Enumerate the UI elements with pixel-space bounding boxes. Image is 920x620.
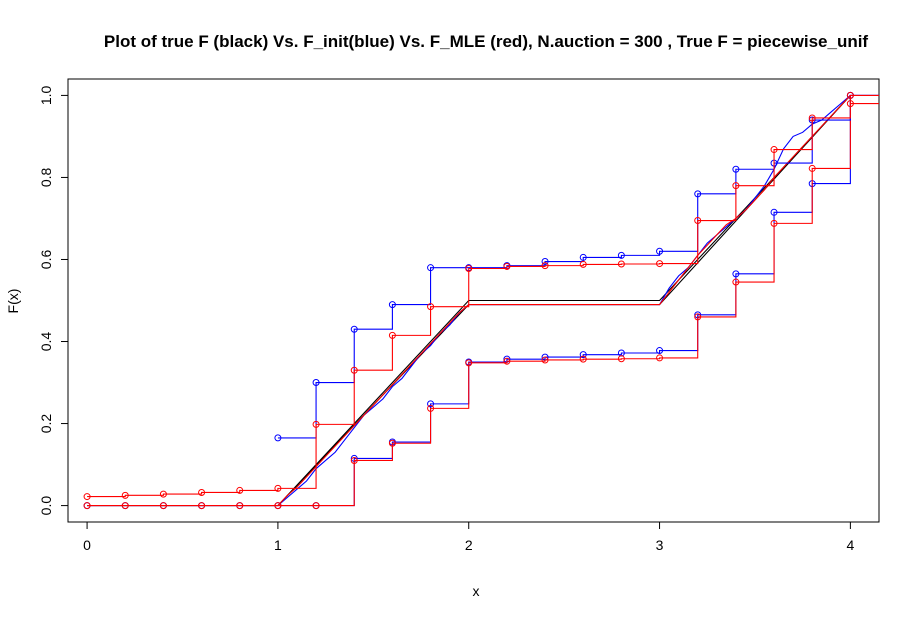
- data-point: [541, 262, 549, 270]
- x-tick-label: 4: [846, 537, 854, 553]
- data-point: [350, 325, 358, 333]
- data-point: [159, 490, 167, 498]
- data-point: [388, 301, 396, 309]
- x-tick-label: 0: [83, 537, 91, 553]
- y-axis: 0.0 0.2 0.4 0.6 0.8 1.0: [38, 85, 69, 516]
- data-point: [121, 491, 129, 499]
- data-point: [427, 404, 435, 412]
- data-point: [846, 91, 854, 99]
- data-point: [770, 219, 778, 227]
- y-tick-label: 0.8: [38, 168, 54, 188]
- data-point: [312, 379, 320, 387]
- data-point: [808, 164, 816, 172]
- data-point: [579, 260, 587, 268]
- data-point: [732, 270, 740, 278]
- series-mle-7: [83, 91, 879, 501]
- data-point: [312, 502, 320, 510]
- x-tick-label: 3: [656, 537, 664, 553]
- series-mle-5: [83, 100, 879, 510]
- data-point: [236, 502, 244, 510]
- series-mle-3: [277, 95, 851, 506]
- data-point: [656, 354, 664, 362]
- data-point: [83, 493, 91, 501]
- data-point: [159, 502, 167, 510]
- data-point: [388, 439, 396, 447]
- data-point: [83, 502, 91, 510]
- data-point: [694, 313, 702, 321]
- x-tick-label: 1: [274, 537, 282, 553]
- data-point: [388, 331, 396, 339]
- data-point: [198, 488, 206, 496]
- data-point: [274, 502, 282, 510]
- data-point: [579, 351, 587, 359]
- data-point: [541, 258, 549, 266]
- data-point: [427, 264, 435, 272]
- series-line: [87, 94, 879, 498]
- data-point: [541, 356, 549, 364]
- data-point: [427, 303, 435, 311]
- data-point: [770, 146, 778, 154]
- data-point: [427, 400, 435, 408]
- data-point: [732, 278, 740, 286]
- data-point: [350, 366, 358, 374]
- data-point: [617, 260, 625, 268]
- y-tick-label: 0.0: [38, 496, 54, 516]
- data-point: [694, 217, 702, 225]
- y-tick-label: 0.4: [38, 332, 54, 352]
- x-axis: 0 1 2 3 4: [83, 521, 854, 553]
- data-point: [465, 265, 473, 273]
- data-point: [617, 251, 625, 259]
- data-point: [350, 456, 358, 464]
- series-line: [277, 94, 879, 439]
- data-point: [503, 357, 511, 365]
- data-point: [198, 502, 206, 510]
- data-point: [503, 262, 511, 270]
- x-tick-label: 2: [465, 537, 473, 553]
- data-point: [121, 502, 129, 510]
- y-tick-label: 1.0: [38, 85, 54, 105]
- data-point: [694, 190, 702, 198]
- data-point: [770, 208, 778, 216]
- x-axis-label: x: [473, 583, 480, 599]
- data-point: [465, 359, 473, 367]
- data-point: [732, 165, 740, 173]
- data-point: [236, 486, 244, 494]
- data-point: [274, 484, 282, 492]
- series-layer: [83, 91, 879, 510]
- series-line: [277, 95, 851, 506]
- data-point: [656, 347, 664, 355]
- data-point: [274, 434, 282, 442]
- data-point: [656, 247, 664, 255]
- series-line: [87, 103, 879, 507]
- data-point: [732, 182, 740, 190]
- y-tick-label: 0.2: [38, 414, 54, 434]
- y-axis-label: F(x): [5, 289, 21, 314]
- data-point: [808, 114, 816, 122]
- data-point: [312, 420, 320, 428]
- chart-title: Plot of true F (black) Vs. F_init(blue) …: [104, 32, 869, 51]
- data-point: [656, 260, 664, 268]
- series-init-6: [274, 91, 879, 442]
- y-tick-label: 0.6: [38, 250, 54, 270]
- data-point: [617, 355, 625, 363]
- data-point: [579, 355, 587, 363]
- data-point: [579, 253, 587, 261]
